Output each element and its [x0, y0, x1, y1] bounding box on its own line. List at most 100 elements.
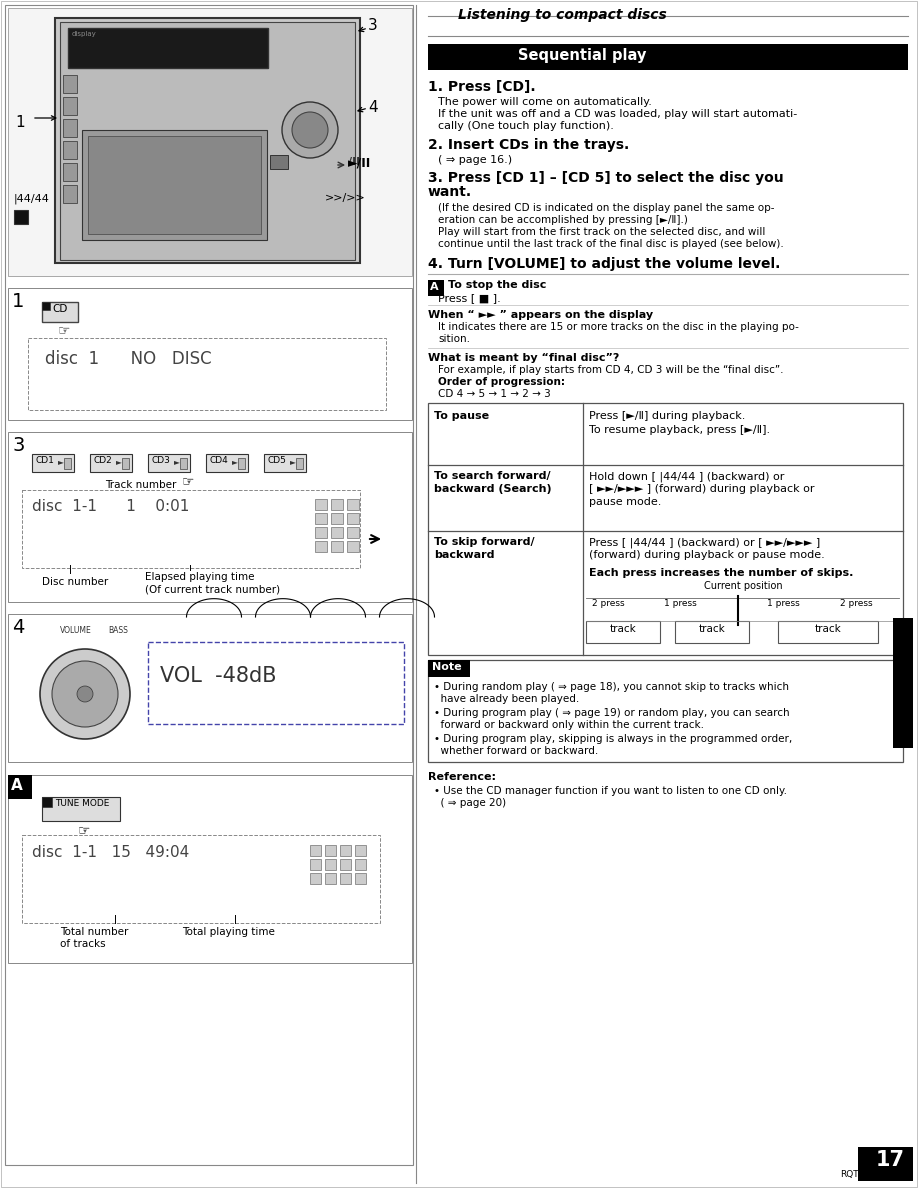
Text: CD: CD: [52, 304, 67, 314]
Text: CD1: CD1: [36, 456, 55, 465]
Text: ►/II: ►/II: [348, 157, 371, 170]
Text: (forward) during playback or pause mode.: (forward) during playback or pause mode.: [589, 550, 824, 560]
Text: have already been played.: have already been played.: [434, 694, 579, 704]
Text: ( ⇒ page 20): ( ⇒ page 20): [434, 798, 506, 808]
Bar: [22, 489, 360, 568]
Text: • During program play ( ⇒ page 19) or random play, you can search: • During program play ( ⇒ page 19) or ra…: [434, 708, 789, 718]
Text: Track number: Track number: [105, 480, 176, 489]
Bar: [428, 44, 908, 70]
Text: CD5: CD5: [268, 456, 287, 465]
Bar: [340, 845, 351, 857]
Bar: [63, 185, 77, 203]
Text: [ ►►/►►► ] (forward) during playback or: [ ►►/►►► ] (forward) during playback or: [589, 484, 814, 494]
Bar: [42, 302, 78, 322]
Text: ►: ►: [116, 457, 122, 466]
Bar: [340, 859, 351, 870]
Bar: [60, 23, 355, 260]
Text: VOL  -48dB: VOL -48dB: [160, 666, 276, 685]
Bar: [428, 661, 903, 762]
Text: CD2: CD2: [94, 456, 113, 465]
Text: 1 press: 1 press: [664, 599, 697, 608]
Text: 3: 3: [368, 18, 377, 33]
Text: track: track: [699, 624, 725, 634]
Bar: [63, 141, 77, 159]
Circle shape: [292, 112, 328, 148]
Text: Current position: Current position: [704, 581, 782, 590]
Text: 1. Press [CD].: 1. Press [CD].: [428, 80, 535, 94]
Bar: [64, 459, 71, 469]
Text: backward: backward: [434, 550, 495, 560]
Bar: [778, 621, 878, 643]
Bar: [8, 8, 412, 276]
Text: ☞: ☞: [58, 323, 71, 337]
Text: 1: 1: [15, 115, 25, 129]
Text: 4. Turn [VOLUME] to adjust the volume level.: 4. Turn [VOLUME] to adjust the volume le…: [428, 257, 780, 271]
Text: want.: want.: [428, 185, 472, 200]
Text: CD4: CD4: [210, 456, 229, 465]
Text: Elapsed playing time: Elapsed playing time: [145, 571, 254, 582]
Bar: [32, 454, 74, 472]
Bar: [122, 459, 129, 469]
Bar: [325, 845, 336, 857]
Bar: [586, 621, 660, 643]
Text: (Of current track number): (Of current track number): [145, 584, 280, 595]
Bar: [355, 873, 366, 884]
Bar: [315, 541, 327, 552]
Text: • During program play, skipping is always in the programmed order,: • During program play, skipping is alway…: [434, 734, 792, 744]
Text: Press [ ■ ].: Press [ ■ ].: [438, 293, 500, 303]
Text: Total playing time: Total playing time: [182, 927, 274, 937]
Bar: [340, 873, 351, 884]
Bar: [55, 18, 360, 263]
Circle shape: [77, 685, 93, 702]
Text: To pause: To pause: [434, 411, 489, 421]
Text: Hold down [ |44/44 ] (backward) or: Hold down [ |44/44 ] (backward) or: [589, 470, 784, 481]
Text: CD operation: CD operation: [897, 649, 907, 718]
Bar: [148, 454, 190, 472]
Text: backward (Search): backward (Search): [434, 484, 552, 494]
Text: ☞: ☞: [78, 823, 91, 838]
Text: Reference:: Reference:: [428, 772, 496, 782]
Text: ( ⇒ page 16.): ( ⇒ page 16.): [438, 154, 512, 165]
Text: The power will come on automatically.: The power will come on automatically.: [438, 97, 652, 107]
Bar: [206, 454, 248, 472]
Bar: [68, 29, 268, 68]
Bar: [28, 339, 386, 410]
Text: cally (One touch play function).: cally (One touch play function).: [438, 121, 614, 131]
Text: CD 4 → 5 → 1 → 2 → 3: CD 4 → 5 → 1 → 2 → 3: [438, 388, 551, 399]
Bar: [347, 513, 359, 524]
Text: disc  1-1   15   49:04: disc 1-1 15 49:04: [32, 845, 189, 860]
Text: A: A: [430, 282, 439, 292]
Bar: [858, 1146, 913, 1181]
Bar: [347, 499, 359, 510]
Text: forward or backward only within the current track.: forward or backward only within the curr…: [434, 720, 704, 729]
Text: Press [ |44/44 ] (backward) or [ ►►/►►► ]: Press [ |44/44 ] (backward) or [ ►►/►►► …: [589, 537, 821, 548]
Bar: [310, 859, 321, 870]
Text: Press [►/Ⅱ] during playback.: Press [►/Ⅱ] during playback.: [589, 411, 745, 421]
Bar: [331, 541, 343, 552]
Text: If the unit was off and a CD was loaded, play will start automati-: If the unit was off and a CD was loaded,…: [438, 109, 797, 119]
Bar: [8, 775, 32, 800]
Bar: [296, 459, 303, 469]
Text: To skip forward/: To skip forward/: [434, 537, 534, 546]
Bar: [63, 75, 77, 93]
Bar: [893, 618, 913, 748]
Text: To resume playback, press [►/Ⅱ].: To resume playback, press [►/Ⅱ].: [589, 425, 770, 435]
Bar: [8, 287, 412, 421]
Circle shape: [52, 661, 118, 727]
Text: display: display: [72, 31, 96, 37]
Text: It indicates there are 15 or more tracks on the disc in the playing po-: It indicates there are 15 or more tracks…: [438, 322, 799, 331]
Bar: [238, 459, 245, 469]
Text: /II: /II: [348, 157, 360, 168]
Text: 1: 1: [12, 292, 25, 311]
Text: |44/44: |44/44: [14, 192, 50, 203]
Text: eration can be accomplished by pressing [►/Ⅱ].): eration can be accomplished by pressing …: [438, 215, 688, 225]
Bar: [347, 527, 359, 538]
Text: sition.: sition.: [438, 334, 470, 345]
Text: continue until the last track of the final disc is played (see below).: continue until the last track of the fin…: [438, 239, 784, 249]
Text: 4: 4: [12, 618, 25, 637]
Text: Each press increases the number of skips.: Each press increases the number of skips…: [589, 568, 854, 579]
Text: Order of progression:: Order of progression:: [438, 377, 565, 387]
Text: Play will start from the first track on the selected disc, and will: Play will start from the first track on …: [438, 227, 766, 236]
Text: 3. Press [CD 1] – [CD 5] to select the disc you: 3. Press [CD 1] – [CD 5] to select the d…: [428, 171, 784, 185]
Circle shape: [282, 102, 338, 158]
